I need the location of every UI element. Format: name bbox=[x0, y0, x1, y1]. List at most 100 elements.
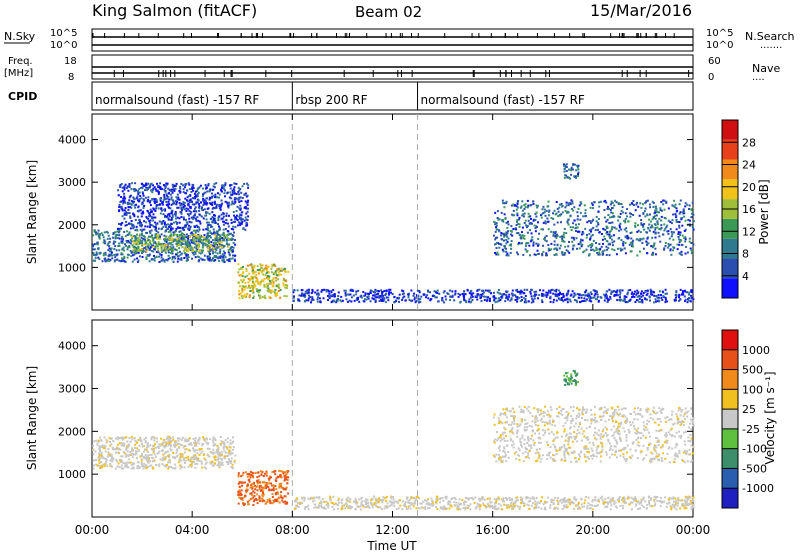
cpid-label: CPID bbox=[8, 90, 37, 103]
data-cell bbox=[107, 242, 110, 245]
data-cell bbox=[499, 299, 502, 301]
data-cell bbox=[222, 441, 224, 444]
data-cell bbox=[172, 201, 175, 204]
data-cell bbox=[553, 223, 556, 226]
data-cell bbox=[176, 245, 178, 248]
data-cell bbox=[597, 223, 600, 226]
data-cell bbox=[627, 220, 630, 223]
data-cell bbox=[268, 482, 271, 485]
data-cell bbox=[244, 286, 247, 289]
data-cell bbox=[221, 253, 224, 256]
data-cell bbox=[216, 459, 219, 462]
data-cell bbox=[114, 245, 117, 248]
data-cell bbox=[189, 443, 192, 445]
data-cell bbox=[603, 249, 606, 252]
data-cell bbox=[426, 294, 429, 297]
data-cell bbox=[145, 258, 148, 261]
data-cell bbox=[141, 453, 143, 456]
data-cell bbox=[144, 239, 147, 242]
data-cell bbox=[172, 438, 175, 441]
data-cell bbox=[150, 215, 153, 218]
data-cell bbox=[608, 288, 611, 291]
data-cell bbox=[220, 450, 223, 453]
data-cell bbox=[139, 437, 141, 439]
data-cell bbox=[194, 206, 197, 209]
data-cell bbox=[227, 251, 230, 254]
data-cell bbox=[175, 228, 178, 230]
data-cell bbox=[267, 486, 270, 488]
data-cell bbox=[224, 439, 227, 442]
data-cell bbox=[308, 294, 310, 297]
data-cell bbox=[243, 193, 246, 196]
data-cell bbox=[158, 203, 161, 206]
data-cell bbox=[654, 205, 657, 208]
data-cell bbox=[545, 254, 547, 257]
data-cell bbox=[275, 279, 278, 282]
data-cell bbox=[524, 298, 527, 300]
data-cell bbox=[132, 456, 134, 459]
data-cell bbox=[286, 479, 289, 481]
data-cell bbox=[170, 237, 173, 240]
data-cell bbox=[303, 293, 306, 296]
data-cell bbox=[180, 237, 183, 240]
data-cell bbox=[181, 444, 184, 447]
data-cell bbox=[208, 190, 211, 193]
data-cell bbox=[175, 448, 178, 451]
data-cell bbox=[229, 248, 232, 251]
data-cell bbox=[128, 183, 131, 185]
data-cell bbox=[108, 245, 111, 247]
data-cell bbox=[143, 243, 146, 246]
data-cell bbox=[158, 186, 161, 188]
data-cell bbox=[130, 188, 133, 191]
data-cell bbox=[284, 500, 287, 503]
data-cell bbox=[184, 459, 187, 462]
data-cell bbox=[545, 235, 548, 237]
data-cell bbox=[113, 260, 116, 263]
data-cell bbox=[595, 242, 597, 244]
data-cell bbox=[209, 438, 212, 441]
data-cell bbox=[146, 231, 148, 234]
data-cell bbox=[124, 235, 127, 238]
data-cell bbox=[227, 244, 229, 246]
data-cell bbox=[128, 186, 131, 188]
data-cell bbox=[118, 249, 121, 252]
data-cell bbox=[196, 441, 198, 444]
data-cell bbox=[526, 288, 529, 291]
data-cell bbox=[102, 446, 105, 449]
data-cell bbox=[184, 184, 187, 187]
data-cell bbox=[120, 183, 123, 185]
data-cell bbox=[135, 246, 138, 249]
data-cell bbox=[580, 245, 583, 248]
data-cell bbox=[175, 441, 178, 444]
data-cell bbox=[611, 207, 613, 210]
data-cell bbox=[664, 301, 667, 304]
data-cell bbox=[282, 282, 285, 285]
data-cell bbox=[136, 447, 139, 450]
data-cell bbox=[629, 203, 631, 206]
data-cell bbox=[463, 296, 465, 299]
data-cell bbox=[154, 464, 157, 467]
data-cell bbox=[160, 207, 163, 210]
data-cell bbox=[679, 288, 682, 291]
data-cell bbox=[611, 202, 614, 204]
data-cell bbox=[240, 274, 243, 276]
data-cell bbox=[198, 453, 201, 456]
data-cell bbox=[194, 252, 197, 255]
data-cell bbox=[672, 238, 675, 241]
data-cell bbox=[165, 438, 168, 441]
data-cell bbox=[494, 301, 497, 304]
data-cell bbox=[127, 240, 130, 243]
data-cell bbox=[268, 279, 271, 282]
data-cell bbox=[213, 214, 215, 216]
data-cell bbox=[161, 444, 164, 447]
data-cell bbox=[210, 451, 213, 454]
data-cell bbox=[114, 253, 117, 256]
data-cell bbox=[212, 185, 215, 188]
data-cell bbox=[215, 255, 218, 258]
data-cell bbox=[544, 239, 547, 242]
data-cell bbox=[96, 232, 99, 235]
data-cell bbox=[515, 224, 518, 227]
data-cell bbox=[174, 213, 176, 216]
data-cell bbox=[183, 257, 186, 259]
data-cell bbox=[661, 209, 663, 212]
